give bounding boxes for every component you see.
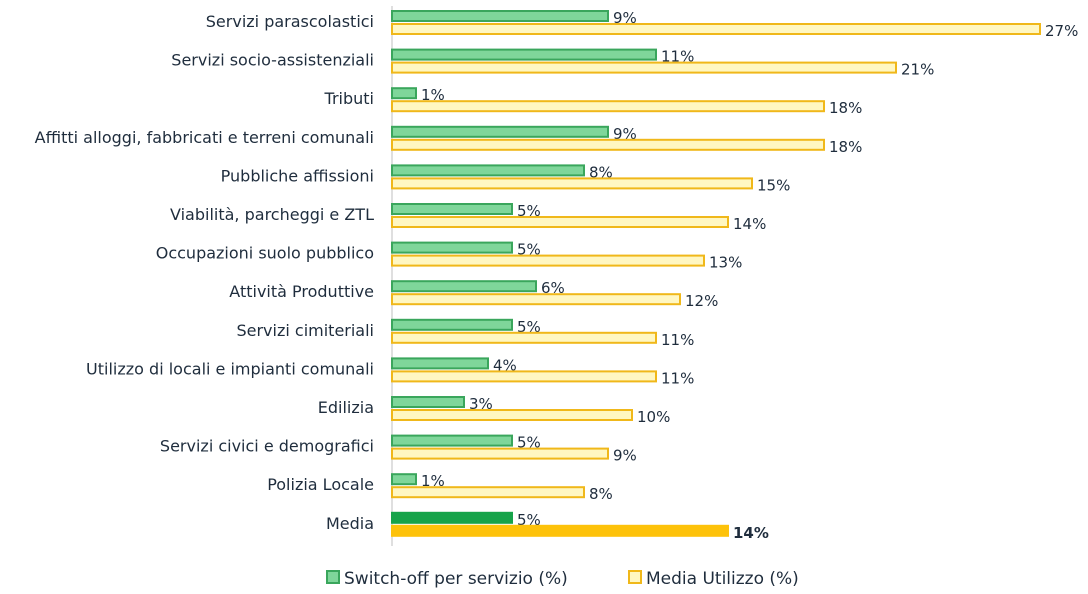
category-label-polizia-locale: Polizia Locale [267,475,374,494]
value-label-switch-off-tributi: 1% [421,86,445,104]
bar-media-utilizzo-occupazioni-suolo-pubblico [391,254,705,267]
bar-media-utilizzo-servizi-civici-e-demografici [391,447,609,460]
bar-switch-off-utilizzo-di-locali-e-impianti-comunali [391,357,489,370]
value-label-switch-off-servizi-socio-assistenziali: 11% [661,48,694,66]
bar-switch-off-media [391,511,513,524]
value-label-media-utilizzo-media: 14% [733,524,769,542]
bar-switch-off-attivita-produttive [391,280,537,293]
bar-switch-off-occupazioni-suolo-pubblico [391,241,513,254]
value-label-switch-off-servizi-parascolastici: 9% [613,9,637,27]
value-label-media-utilizzo-servizi-parascolastici: 27% [1045,22,1078,40]
bar-media-utilizzo-affitti-alloggi-fabbricati-e-terreni-comunali [391,138,825,151]
value-label-switch-off-utilizzo-di-locali-e-impianti-comunali: 4% [493,356,517,374]
value-label-media-utilizzo-viabilita-parcheggi-e-ztl: 14% [733,215,766,233]
value-label-switch-off-pubbliche-affissioni: 8% [589,163,613,181]
value-label-media-utilizzo-polizia-locale: 8% [589,485,613,503]
category-label-utilizzo-di-locali-e-impianti-comunali: Utilizzo di locali e impianti comunali [86,359,374,378]
value-label-switch-off-media: 5% [517,511,541,529]
category-label-media: Media [326,514,374,533]
value-label-switch-off-servizi-civici-e-demografici: 5% [517,434,541,452]
category-label-occupazioni-suolo-pubblico: Occupazioni suolo pubblico [156,244,374,263]
value-label-switch-off-servizi-cimiteriali: 5% [517,318,541,336]
bar-media-utilizzo-servizi-socio-assistenziali [391,61,897,74]
legend-swatch-switch-off [326,570,340,584]
bar-media-utilizzo-pubbliche-affissioni [391,177,753,190]
legend-label-media-utilizzo: Media Utilizzo (%) [646,569,799,589]
bar-media-utilizzo-utilizzo-di-locali-e-impianti-comunali [391,370,657,383]
bar-switch-off-polizia-locale [391,473,417,486]
value-label-switch-off-occupazioni-suolo-pubblico: 5% [517,241,541,259]
category-label-tributi: Tributi [324,89,374,108]
value-label-media-utilizzo-affitti-alloggi-fabbricati-e-terreni-comunali: 18% [829,138,862,156]
bar-switch-off-servizi-socio-assistenziali [391,48,657,61]
category-label-servizi-civici-e-demografici: Servizi civici e demografici [160,437,374,456]
legend: Switch-off per servizio (%) Media Utiliz… [326,569,799,589]
bar-media-utilizzo-viabilita-parcheggi-e-ztl [391,216,729,228]
bar-switch-off-tributi [391,87,417,100]
bar-switch-off-pubbliche-affissioni [391,164,585,177]
category-label-pubbliche-affissioni: Pubbliche affissioni [221,166,374,185]
value-label-switch-off-viabilita-parcheggi-e-ztl: 5% [517,202,541,220]
legend-label-switch-off: Switch-off per servizio (%) [344,569,568,589]
bar-switch-off-edilizia [391,396,465,408]
value-label-media-utilizzo-tributi: 18% [829,99,862,117]
category-label-servizi-cimiteriali: Servizi cimiteriali [236,321,374,340]
value-label-switch-off-attivita-produttive: 6% [541,279,565,297]
bar-switch-off-viabilita-parcheggi-e-ztl [391,203,513,215]
category-label-servizi-socio-assistenziali: Servizi socio-assistenziali [171,51,374,70]
bar-media-utilizzo-servizi-cimiteriali [391,331,657,344]
value-label-media-utilizzo-edilizia: 10% [637,408,670,426]
value-label-media-utilizzo-servizi-cimiteriali: 11% [661,331,694,349]
value-label-media-utilizzo-servizi-socio-assistenziali: 21% [901,61,934,79]
legend-swatch-media-utilizzo [628,570,642,584]
bar-switch-off-servizi-civici-e-demografici [391,434,513,447]
plot-area: Servizi parascolastici 9% 27% Servizi socio… [35,6,1078,546]
bar-switch-off-servizi-cimiteriali [391,318,513,331]
bar-media-utilizzo-polizia-locale [391,486,585,499]
category-label-edilizia: Edilizia [318,398,374,417]
category-label-attivita-produttive: Attività Produttive [229,282,374,301]
value-label-switch-off-polizia-locale: 1% [421,472,445,490]
bar-media-utilizzo-servizi-parascolastici [391,23,1041,35]
value-label-switch-off-edilizia: 3% [469,395,493,413]
category-label-affitti-alloggi-fabbricati-e-terreni-comunali: Affitti alloggi, fabbricati e terreni co… [35,128,374,147]
bar-media-utilizzo-attivita-produttive [391,293,681,306]
bar-switch-off-affitti-alloggi-fabbricati-e-terreni-comunali [391,125,609,138]
bar-media-utilizzo-media [391,524,729,537]
value-label-media-utilizzo-attivita-produttive: 12% [685,292,718,310]
category-label-servizi-parascolastici: Servizi parascolastici [206,12,374,31]
value-label-media-utilizzo-occupazioni-suolo-pubblico: 13% [709,254,742,272]
value-label-media-utilizzo-pubbliche-affissioni: 15% [757,176,790,194]
value-label-media-utilizzo-utilizzo-di-locali-e-impianti-comunali: 11% [661,369,694,387]
category-label-viabilita-parcheggi-e-ztl: Viabilità, parcheggi e ZTL [170,205,374,224]
bar-media-utilizzo-edilizia [391,409,633,421]
value-label-switch-off-affitti-alloggi-fabbricati-e-terreni-comunali: 9% [613,125,637,143]
bar-media-utilizzo-tributi [391,100,825,113]
bar-switch-off-servizi-parascolastici [391,10,609,22]
value-label-media-utilizzo-servizi-civici-e-demografici: 9% [613,447,637,465]
